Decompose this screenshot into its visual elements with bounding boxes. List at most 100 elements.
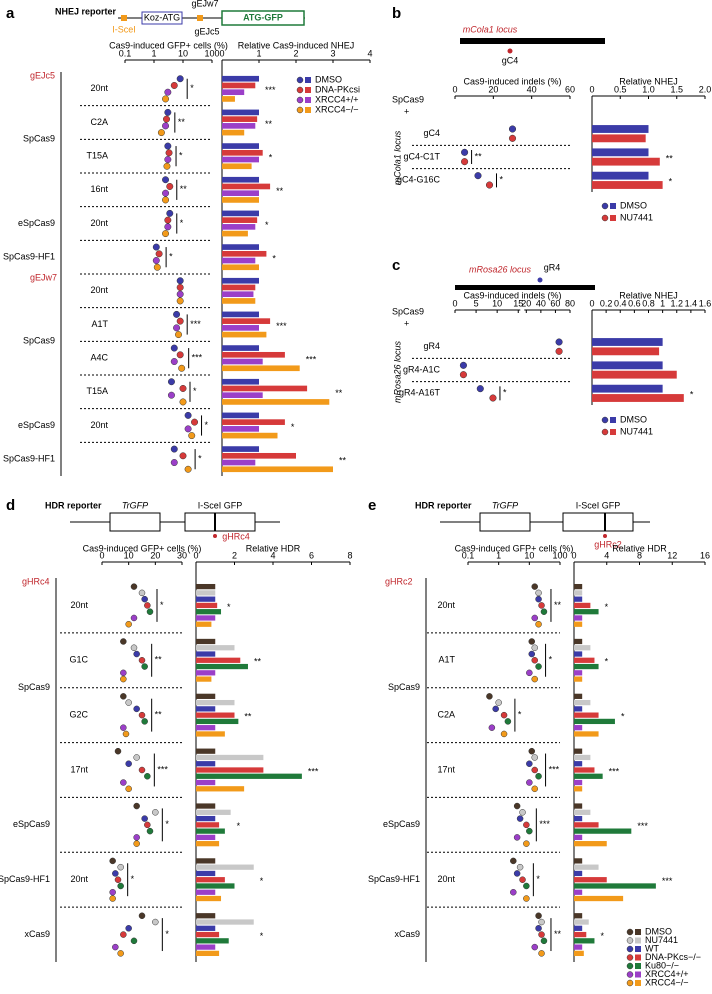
legend-swatch — [305, 87, 311, 93]
x2-axis-title: Relative Cas9-induced NHEJ — [238, 40, 355, 50]
dot — [141, 663, 148, 670]
dot — [188, 432, 196, 440]
sig-stars: * — [198, 454, 202, 464]
guide-label: gHRc2 — [594, 539, 622, 549]
gene-label: I-SceI GFP — [198, 500, 243, 510]
sig-stars: * — [621, 712, 625, 722]
tick-label: 0.2 — [600, 298, 613, 308]
bar — [222, 412, 259, 419]
dot — [526, 779, 533, 786]
legend-label: Ku80−/− — [645, 960, 679, 970]
bar — [574, 889, 583, 895]
reporter-title: HDR reporter — [415, 500, 472, 510]
x-axis-title: Cas9-induced GFP+ cells (%) — [455, 543, 574, 553]
dot — [531, 675, 538, 683]
sig-stars: * — [160, 600, 164, 610]
bar — [196, 693, 216, 699]
bar — [196, 602, 218, 609]
dot — [179, 452, 187, 460]
gene-box — [184, 512, 256, 532]
legend-dot — [601, 214, 609, 222]
row-label: 20nt — [90, 218, 108, 228]
bar — [222, 385, 308, 392]
dot — [170, 344, 178, 352]
dot — [109, 857, 116, 865]
dot — [112, 870, 119, 877]
dot — [162, 176, 170, 184]
x-axis-title: Cas9-induced indels (%) — [463, 290, 561, 300]
legend-swatch — [305, 77, 311, 83]
bar — [574, 786, 583, 792]
site-box — [121, 15, 127, 21]
dot — [164, 142, 172, 150]
dot — [162, 189, 170, 197]
legend-dot — [626, 971, 634, 978]
bar — [592, 384, 663, 393]
dot — [164, 108, 172, 116]
dot — [120, 693, 127, 700]
bar — [574, 731, 599, 737]
sig-stars: *** — [609, 766, 620, 776]
dot — [117, 950, 124, 957]
dot — [117, 882, 124, 890]
plus: + — [404, 318, 409, 328]
legend-swatch — [610, 417, 616, 423]
bar — [574, 834, 583, 841]
bar — [592, 157, 660, 166]
sig-stars: ** — [554, 600, 562, 610]
row-label: A1T — [91, 319, 108, 329]
sig-stars: ** — [475, 151, 483, 161]
tick-label: 30 — [177, 550, 187, 560]
sig-stars: * — [265, 220, 269, 230]
bar — [574, 754, 591, 761]
dot — [538, 950, 545, 957]
enzyme-label: SpCas9-HF1 — [3, 454, 55, 464]
dot — [117, 863, 124, 871]
tick-label: 60 — [565, 84, 575, 94]
tick-label: 20 — [150, 550, 160, 560]
legend-label: DMSO — [620, 200, 647, 210]
bar — [574, 761, 583, 767]
bar — [196, 676, 212, 682]
dot — [109, 888, 116, 896]
tick-label: 1.2 — [670, 298, 683, 308]
enzyme-header: SpCas9 — [392, 94, 424, 104]
bar — [196, 731, 225, 737]
dot — [531, 943, 538, 951]
bar — [574, 590, 583, 596]
dot — [516, 863, 524, 871]
row-label: 20nt — [437, 600, 455, 610]
dot — [492, 705, 499, 713]
dot — [125, 785, 132, 793]
dot — [141, 595, 148, 603]
dot — [133, 754, 140, 761]
dot — [144, 602, 151, 609]
tick-label: 4 — [604, 550, 609, 560]
bar — [222, 224, 256, 230]
dot — [122, 730, 130, 738]
sig-stars: * — [165, 929, 169, 939]
bar — [222, 176, 259, 183]
sig-stars: * — [272, 254, 276, 264]
gene-label: ATG-GFP — [243, 12, 283, 22]
dot — [535, 595, 542, 603]
dot — [485, 181, 494, 189]
bar — [592, 125, 649, 133]
dot — [535, 620, 542, 628]
legend-label: DMSO — [645, 926, 672, 936]
bar — [222, 325, 259, 331]
sig-stars: * — [669, 177, 673, 187]
axis-break — [520, 308, 525, 312]
legend-label: DNA-PKcs−/− — [645, 952, 701, 962]
bar — [574, 938, 595, 944]
dot — [141, 815, 148, 822]
dot — [179, 398, 187, 406]
tick-label: 20 — [521, 298, 531, 308]
row-label: G1C — [69, 655, 88, 665]
dot — [528, 650, 536, 658]
dot — [510, 888, 517, 896]
dot — [120, 779, 127, 786]
bar — [574, 699, 591, 706]
panel-letter: d — [6, 497, 15, 514]
bar — [196, 663, 248, 670]
